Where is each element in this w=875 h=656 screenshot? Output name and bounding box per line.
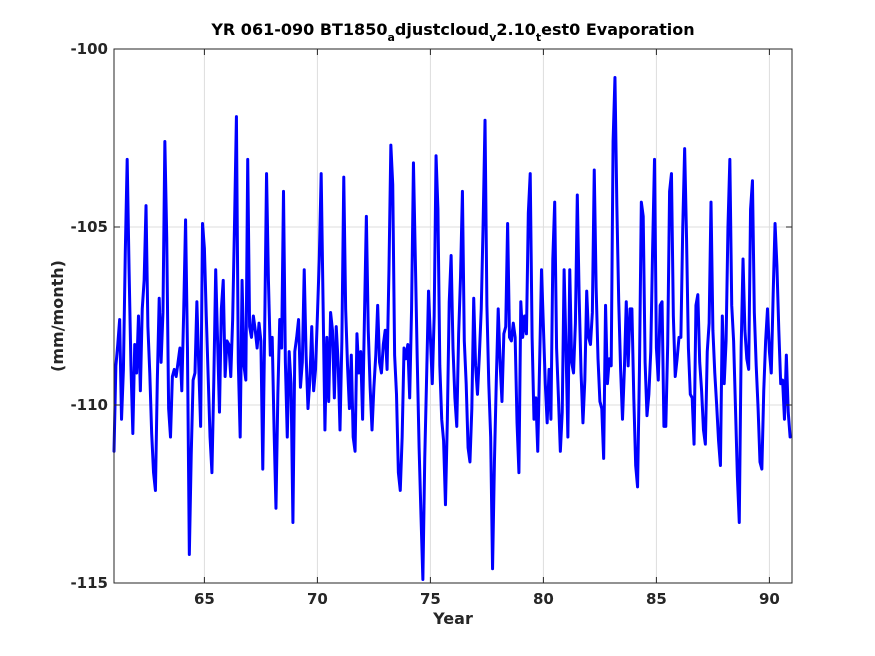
axes-frame (113, 48, 793, 584)
axis-ticks: 65 70 75 80 85 90 -115 -110 -105 -100 (70, 40, 792, 608)
y-tick-label: -110 (70, 396, 108, 414)
x-tick-label: 75 (420, 590, 441, 608)
y-tick-label: -105 (70, 218, 108, 236)
x-tick-label: 65 (194, 590, 215, 608)
x-tick-label: 90 (759, 590, 780, 608)
y-axis-label: (mm/month) (48, 260, 67, 372)
x-axis-label: Year (432, 609, 473, 628)
x-tick-label: 70 (307, 590, 328, 608)
series-line-evaporation (112, 75, 792, 581)
y-tick-label: -115 (70, 574, 108, 592)
x-tick-label: 85 (646, 590, 667, 608)
chart-title: YR 061-090 BT1850adjustcloudv2.10test0 E… (210, 20, 694, 44)
x-tick-label: 80 (533, 590, 554, 608)
y-tick-label: -100 (70, 40, 108, 58)
